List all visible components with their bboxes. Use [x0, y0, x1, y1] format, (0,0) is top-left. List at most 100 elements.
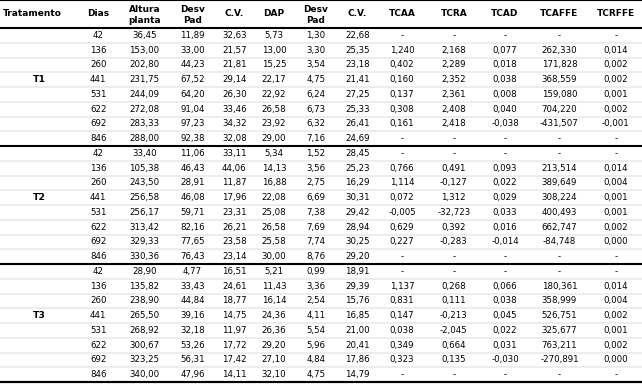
Text: 36,45: 36,45 [132, 31, 157, 40]
Text: 1,240: 1,240 [390, 46, 414, 55]
Text: 76,43: 76,43 [180, 252, 205, 261]
Text: 22,92: 22,92 [262, 90, 286, 99]
Text: -: - [452, 31, 455, 40]
Text: 91,04: 91,04 [180, 105, 205, 114]
Text: 272,08: 272,08 [129, 105, 159, 114]
Text: 329,33: 329,33 [129, 238, 159, 246]
Text: 692: 692 [90, 238, 107, 246]
Text: 23,31: 23,31 [222, 208, 247, 217]
Text: 46,08: 46,08 [180, 193, 205, 202]
Text: 17,86: 17,86 [345, 355, 370, 364]
Text: 1,137: 1,137 [390, 281, 414, 291]
Text: -0,001: -0,001 [602, 119, 630, 128]
Text: 25,23: 25,23 [345, 164, 370, 172]
Text: 171,828: 171,828 [542, 60, 577, 69]
Text: 4,75: 4,75 [306, 75, 325, 84]
Text: -84,748: -84,748 [542, 238, 576, 246]
Text: 389,649: 389,649 [542, 178, 577, 187]
Text: 27,10: 27,10 [262, 355, 286, 364]
Text: -: - [614, 370, 618, 379]
Text: 17,42: 17,42 [222, 355, 247, 364]
Text: 14,75: 14,75 [222, 311, 247, 320]
Text: -: - [558, 149, 561, 158]
Text: 0,072: 0,072 [390, 193, 414, 202]
Text: 11,06: 11,06 [180, 149, 205, 158]
Text: 692: 692 [90, 119, 107, 128]
Text: -: - [503, 149, 507, 158]
Text: 53,26: 53,26 [180, 341, 205, 350]
Text: 14,11: 14,11 [222, 370, 247, 379]
Text: 0,160: 0,160 [390, 75, 414, 84]
Text: 2,289: 2,289 [442, 60, 466, 69]
Text: Desv: Desv [303, 5, 328, 14]
Text: 153,00: 153,00 [129, 46, 159, 55]
Text: 39,16: 39,16 [180, 311, 205, 320]
Text: 0,014: 0,014 [603, 46, 628, 55]
Text: 15,25: 15,25 [262, 60, 286, 69]
Text: 0,227: 0,227 [390, 238, 414, 246]
Text: 0,002: 0,002 [603, 105, 628, 114]
Text: 0,001: 0,001 [603, 326, 628, 335]
Text: 16,88: 16,88 [262, 178, 286, 187]
Text: -: - [452, 370, 455, 379]
Text: 256,58: 256,58 [129, 193, 159, 202]
Text: 0,022: 0,022 [492, 178, 517, 187]
Text: -: - [503, 252, 507, 261]
Text: 0,831: 0,831 [390, 296, 414, 305]
Text: 30,00: 30,00 [262, 252, 286, 261]
Text: T2: T2 [33, 193, 46, 202]
Text: 4,11: 4,11 [306, 311, 325, 320]
Text: 0,004: 0,004 [603, 296, 628, 305]
Text: 0,066: 0,066 [492, 281, 517, 291]
Text: 21,41: 21,41 [345, 75, 370, 84]
Text: -: - [401, 370, 404, 379]
Text: 662,747: 662,747 [542, 223, 577, 232]
Text: 33,46: 33,46 [222, 105, 247, 114]
Text: 0,664: 0,664 [442, 341, 466, 350]
Text: 260: 260 [90, 60, 107, 69]
Text: -431,507: -431,507 [540, 119, 579, 128]
Text: 136: 136 [90, 281, 107, 291]
Text: 27,25: 27,25 [345, 90, 370, 99]
Text: 22,08: 22,08 [262, 193, 286, 202]
Text: 24,36: 24,36 [262, 311, 286, 320]
Text: -: - [614, 149, 618, 158]
Text: 180,361: 180,361 [542, 281, 577, 291]
Text: 28,45: 28,45 [345, 149, 370, 158]
Text: 2,352: 2,352 [442, 75, 466, 84]
Text: 7,69: 7,69 [306, 223, 325, 232]
Text: 202,80: 202,80 [129, 60, 159, 69]
Text: 0,014: 0,014 [603, 164, 628, 172]
Text: -0,213: -0,213 [440, 311, 467, 320]
Text: 0,014: 0,014 [603, 281, 628, 291]
Text: 265,50: 265,50 [129, 311, 159, 320]
Text: 0,002: 0,002 [603, 223, 628, 232]
Text: 64,20: 64,20 [180, 90, 205, 99]
Text: -: - [503, 370, 507, 379]
Text: 11,89: 11,89 [180, 31, 205, 40]
Text: 692: 692 [90, 355, 107, 364]
Text: 0,045: 0,045 [492, 311, 517, 320]
Text: -0,030: -0,030 [491, 355, 519, 364]
Text: 15,76: 15,76 [345, 296, 370, 305]
Text: 4,75: 4,75 [306, 370, 325, 379]
Text: -: - [452, 267, 455, 276]
Text: 0,016: 0,016 [492, 223, 517, 232]
Text: -270,891: -270,891 [540, 355, 578, 364]
Text: -: - [452, 252, 455, 261]
Text: 0,031: 0,031 [492, 341, 517, 350]
Text: 17,96: 17,96 [222, 193, 247, 202]
Text: 29,20: 29,20 [262, 341, 286, 350]
Text: 44,84: 44,84 [180, 296, 205, 305]
Text: 59,71: 59,71 [180, 208, 205, 217]
Text: 3,30: 3,30 [306, 46, 325, 55]
Text: 0,629: 0,629 [390, 223, 414, 232]
Text: 82,16: 82,16 [180, 223, 205, 232]
Text: 33,40: 33,40 [132, 149, 157, 158]
Text: 32,63: 32,63 [222, 31, 247, 40]
Text: 622: 622 [90, 105, 107, 114]
Text: -: - [401, 149, 404, 158]
Text: 23,58: 23,58 [222, 238, 247, 246]
Text: 704,220: 704,220 [542, 105, 577, 114]
Text: 21,00: 21,00 [345, 326, 370, 335]
